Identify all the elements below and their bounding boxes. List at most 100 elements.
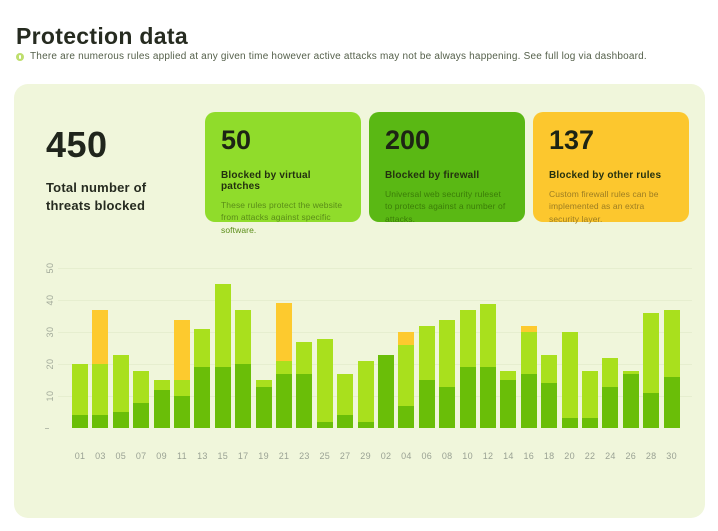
bar-segment-firewall[interactable] [174, 396, 190, 428]
bar-segment-virtual-patches[interactable] [235, 309, 252, 365]
bar-segment-virtual-patches[interactable] [622, 370, 639, 374]
bar-segment-virtual-patches[interactable] [439, 319, 456, 387]
bar-segment-virtual-patches[interactable] [561, 332, 578, 419]
bar-segment-firewall[interactable] [72, 415, 88, 428]
bar-segment-firewall[interactable] [112, 412, 129, 428]
bar-segment-firewall[interactable] [194, 367, 211, 428]
chart-bar-21[interactable] [276, 303, 292, 428]
bar-segment-virtual-patches[interactable] [643, 313, 660, 393]
bar-segment-virtual-patches[interactable] [174, 380, 190, 397]
bar-segment-other-rules[interactable] [92, 309, 109, 365]
chart-bar-23[interactable] [296, 341, 313, 428]
bar-segment-firewall[interactable] [459, 367, 476, 428]
bar-segment-firewall[interactable] [133, 402, 150, 428]
bar-segment-firewall[interactable] [378, 354, 394, 428]
bar-segment-virtual-patches[interactable] [582, 370, 598, 419]
bar-segment-firewall[interactable] [663, 376, 680, 428]
bar-segment-firewall[interactable] [316, 421, 333, 428]
x-axis-label: 05 [115, 451, 127, 461]
chart-bar-17[interactable] [235, 309, 252, 428]
bar-segment-virtual-patches[interactable] [255, 380, 272, 387]
bar-segment-virtual-patches[interactable] [602, 357, 619, 387]
chart-bar-30[interactable] [663, 309, 680, 428]
info-icon [16, 52, 24, 61]
bar-segment-firewall[interactable] [520, 373, 537, 428]
chart-bar-26[interactable] [622, 370, 639, 428]
chart-bar-09[interactable] [153, 380, 170, 428]
chart-bar-27[interactable] [337, 373, 354, 428]
bar-segment-firewall[interactable] [296, 373, 313, 428]
bar-segment-firewall[interactable] [602, 386, 619, 428]
chart-bar-08[interactable] [439, 319, 456, 428]
bar-segment-virtual-patches[interactable] [541, 354, 558, 384]
bar-segment-virtual-patches[interactable] [480, 303, 496, 368]
bar-segment-firewall[interactable] [357, 421, 374, 428]
bar-segment-virtual-patches[interactable] [357, 361, 374, 422]
chart-bar-25[interactable] [316, 338, 333, 428]
bar-segment-other-rules[interactable] [174, 319, 190, 381]
stat-card-other-rules: 137 Blocked by other rules Custom firewa… [533, 112, 689, 224]
chart-bar-22[interactable] [582, 370, 598, 428]
chart-bar-15[interactable] [214, 284, 231, 428]
chart-bar-07[interactable] [133, 370, 150, 428]
bar-segment-virtual-patches[interactable] [133, 370, 150, 403]
chart-bar-28[interactable] [643, 313, 660, 428]
chart-bar-20[interactable] [561, 332, 578, 428]
y-axis-label: 10 [45, 390, 55, 402]
bar-segment-firewall[interactable] [622, 373, 639, 428]
chart-bar-05[interactable] [112, 354, 129, 428]
chart-bar-24[interactable] [602, 357, 619, 428]
bar-segment-virtual-patches[interactable] [194, 329, 211, 368]
bar-segment-virtual-patches[interactable] [337, 373, 354, 416]
x-axis-label: 08 [441, 451, 453, 461]
bar-segment-virtual-patches[interactable] [500, 370, 517, 381]
info-note: There are numerous rules applied at any … [16, 51, 647, 62]
bar-segment-firewall[interactable] [255, 386, 272, 428]
bar-segment-other-rules[interactable] [520, 325, 537, 333]
chart-bar-11[interactable] [174, 319, 190, 428]
bar-segment-firewall[interactable] [500, 380, 517, 428]
chart-bar-13[interactable] [194, 329, 211, 428]
bar-segment-firewall[interactable] [235, 364, 252, 428]
chart-bar-29[interactable] [357, 361, 374, 428]
bar-segment-other-rules[interactable] [276, 303, 292, 361]
chart-bar-10[interactable] [459, 309, 476, 428]
chart-bar-12[interactable] [480, 303, 496, 428]
bar-segment-other-rules[interactable] [398, 332, 415, 346]
chart-bar-06[interactable] [418, 325, 435, 428]
bar-segment-virtual-patches[interactable] [398, 345, 415, 406]
chart-bar-16[interactable] [520, 325, 537, 428]
chart-bar-14[interactable] [500, 370, 517, 428]
bar-segment-firewall[interactable] [214, 367, 231, 428]
bar-segment-firewall[interactable] [276, 373, 292, 428]
chart-bar-01[interactable] [72, 364, 88, 428]
bar-segment-firewall[interactable] [398, 405, 415, 428]
bar-segment-virtual-patches[interactable] [72, 364, 88, 416]
bar-segment-firewall[interactable] [480, 367, 496, 428]
bar-segment-firewall[interactable] [582, 418, 598, 428]
bar-segment-virtual-patches[interactable] [418, 325, 435, 381]
bar-segment-virtual-patches[interactable] [153, 380, 170, 390]
bar-segment-virtual-patches[interactable] [663, 309, 680, 377]
bar-segment-firewall[interactable] [643, 392, 660, 428]
bar-segment-virtual-patches[interactable] [214, 284, 231, 368]
bar-segment-firewall[interactable] [418, 380, 435, 428]
chart-bar-18[interactable] [541, 354, 558, 428]
bar-segment-virtual-patches[interactable] [276, 360, 292, 374]
bar-segment-firewall[interactable] [92, 415, 109, 428]
chart-bar-19[interactable] [255, 380, 272, 428]
bar-segment-virtual-patches[interactable] [112, 354, 129, 412]
bar-segment-firewall[interactable] [337, 415, 354, 428]
bar-segment-virtual-patches[interactable] [296, 341, 313, 374]
bar-segment-firewall[interactable] [561, 418, 578, 428]
chart-bar-03[interactable] [92, 309, 109, 428]
bar-segment-virtual-patches[interactable] [92, 364, 109, 416]
bar-segment-firewall[interactable] [153, 389, 170, 428]
bar-segment-virtual-patches[interactable] [316, 338, 333, 422]
chart-bar-04[interactable] [398, 332, 415, 428]
chart-bar-02[interactable] [378, 354, 394, 428]
bar-segment-virtual-patches[interactable] [459, 309, 476, 368]
bar-segment-firewall[interactable] [541, 383, 558, 428]
bar-segment-virtual-patches[interactable] [520, 332, 537, 374]
bar-segment-firewall[interactable] [439, 386, 456, 428]
